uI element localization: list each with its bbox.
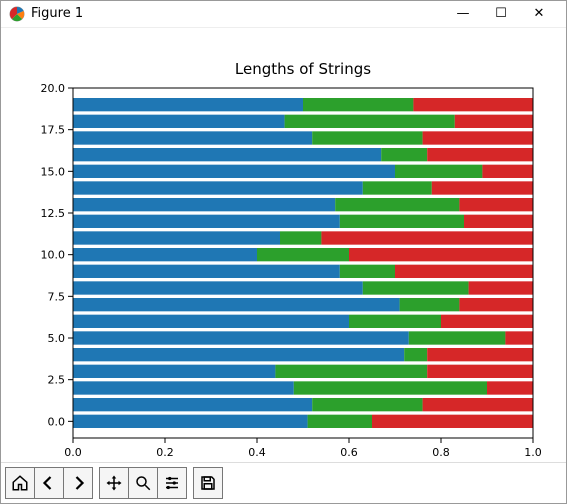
svg-text:12.5: 12.5: [41, 207, 66, 220]
zoom-icon: [134, 474, 152, 492]
svg-text:10.0: 10.0: [41, 248, 66, 261]
pan-button[interactable]: [99, 467, 129, 499]
close-button[interactable]: ✕: [520, 2, 558, 26]
save-button[interactable]: [193, 467, 223, 499]
window-title: Figure 1: [31, 6, 83, 21]
svg-text:0.8: 0.8: [432, 446, 450, 459]
forward-icon: [69, 474, 87, 492]
svg-text:20.0: 20.0: [41, 82, 66, 95]
pan-icon: [105, 474, 123, 492]
close-icon: ✕: [534, 6, 545, 21]
svg-text:17.5: 17.5: [41, 123, 66, 136]
svg-text:0.2: 0.2: [156, 446, 174, 459]
home-button[interactable]: [5, 467, 35, 499]
configure-icon: [163, 474, 181, 492]
home-icon: [11, 474, 29, 492]
maximize-icon: ☐: [495, 6, 507, 21]
svg-text:Lengths of Strings: Lengths of Strings: [235, 60, 371, 78]
back-button[interactable]: [35, 467, 64, 499]
svg-text:0.0: 0.0: [48, 415, 66, 428]
svg-text:15.0: 15.0: [41, 165, 66, 178]
zoom-button[interactable]: [129, 467, 158, 499]
forward-button[interactable]: [64, 467, 93, 499]
titlebar: Figure 1 — ☐ ✕: [1, 1, 566, 28]
svg-text:0.4: 0.4: [248, 446, 266, 459]
chart-svg: Lengths of Strings 0.0 0.2 0.4 0.6 0.8 1.0 0.0 2…: [1, 28, 567, 462]
svg-text:1.0: 1.0: [524, 446, 542, 459]
configure-button[interactable]: [158, 467, 187, 499]
toolbar: [1, 462, 566, 503]
matplotlib-icon: [9, 6, 25, 22]
figure-window: Figure 1 — ☐ ✕ Lengths of Strings 0.0 0.2 0…: [0, 0, 567, 504]
svg-text:2.5: 2.5: [48, 373, 66, 386]
svg-text:5.0: 5.0: [48, 332, 66, 345]
figure-area: Lengths of Strings 0.0 0.2 0.4 0.6 0.8 1.0 0.0 2…: [1, 28, 566, 462]
svg-text:0.6: 0.6: [340, 446, 358, 459]
maximize-button[interactable]: ☐: [482, 2, 520, 26]
minimize-icon: —: [457, 6, 470, 21]
back-icon: [40, 474, 58, 492]
save-icon: [199, 474, 217, 492]
minimize-button[interactable]: —: [444, 2, 482, 26]
svg-text:0.0: 0.0: [64, 446, 82, 459]
svg-text:7.5: 7.5: [48, 290, 66, 303]
